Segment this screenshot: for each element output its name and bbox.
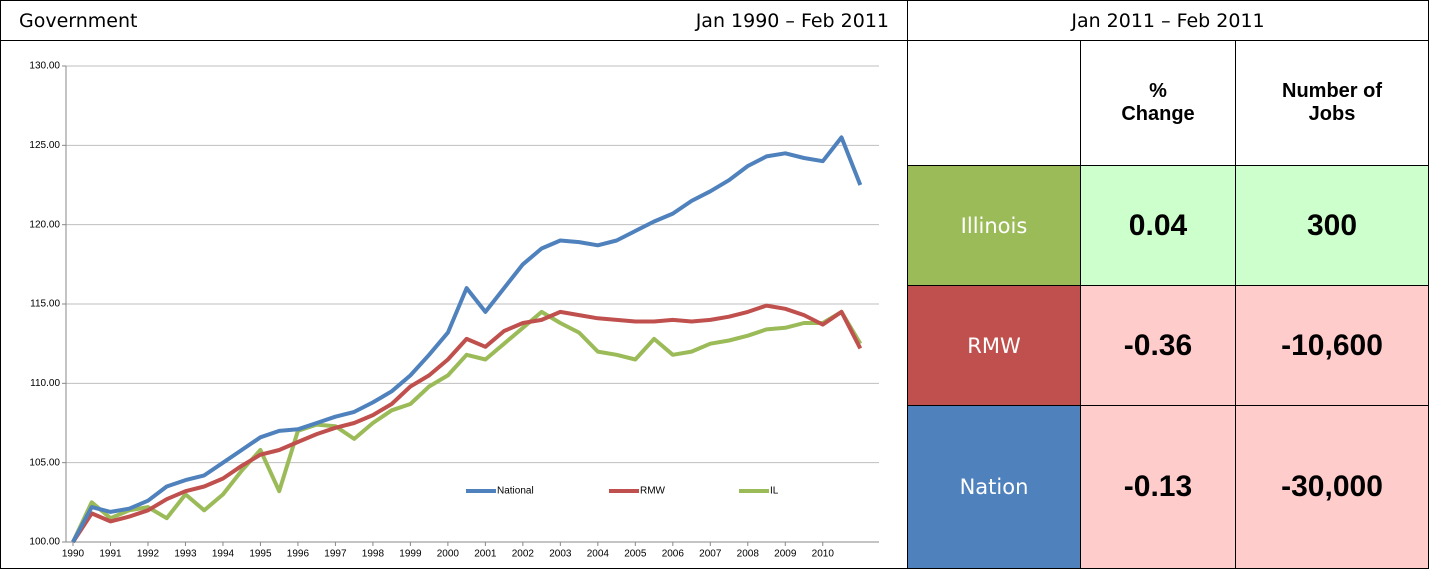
x-tick-label: 1995 <box>249 549 272 560</box>
y-tick-label: 130.00 <box>29 61 60 72</box>
x-tick-label: 2002 <box>512 549 535 560</box>
x-tick-label: 1992 <box>137 549 160 560</box>
y-tick-label: 105.00 <box>29 457 60 468</box>
column-header: % Change <box>1080 40 1236 166</box>
y-tick-label: 115.00 <box>30 299 60 310</box>
table-header: Jan 2011 – Feb 2011 <box>907 0 1429 41</box>
corner-cell <box>907 40 1081 166</box>
table-period: Jan 2011 – Feb 2011 <box>1071 9 1265 32</box>
value-cell: -0.13 <box>1080 405 1236 569</box>
x-tick-label: 2007 <box>699 549 722 560</box>
column-header: Number of Jobs <box>1235 40 1429 166</box>
x-tick-label: 2003 <box>549 549 572 560</box>
x-tick-label: 1997 <box>324 549 347 560</box>
row-label: Nation <box>907 405 1081 569</box>
row-label: Illinois <box>907 165 1081 286</box>
x-tick-label: 1991 <box>99 549 122 560</box>
x-tick-label: 1998 <box>362 549 385 560</box>
x-tick-label: 2004 <box>587 549 610 560</box>
x-tick-label: 2008 <box>737 549 760 560</box>
series-line <box>71 135 863 543</box>
series-line <box>71 303 863 544</box>
value-cell: -10,600 <box>1235 285 1429 406</box>
x-tick-label: 2006 <box>662 549 685 560</box>
x-tick-label: 2009 <box>774 549 797 560</box>
value-cell: -30,000 <box>1235 405 1429 569</box>
value-cell: 300 <box>1235 165 1429 286</box>
y-tick-label: 110.00 <box>30 378 60 389</box>
y-tick-label: 125.00 <box>29 140 60 151</box>
x-tick-label: 2010 <box>812 549 835 560</box>
x-tick-label: 1990 <box>62 549 85 560</box>
series-line <box>71 309 863 543</box>
value-cell: -0.36 <box>1080 285 1236 406</box>
chart: 100.00 105.00 110.00 115.00 120.00 125.00 130.… <box>29 61 879 560</box>
x-tick-label: 1999 <box>399 549 422 560</box>
x-tick-label: 1993 <box>174 549 197 560</box>
x-tick-label: 1996 <box>287 549 310 560</box>
legend-label: RMW <box>640 486 666 497</box>
legend-label: IL <box>770 486 779 497</box>
legend-label: National <box>497 486 534 497</box>
period: Jan 1990 – Feb 2011 <box>695 9 889 32</box>
y-tick-label: 100.00 <box>29 537 60 548</box>
x-tick-label: 2000 <box>437 549 460 560</box>
chart-header: Government Jan 1990 – Feb 2011 <box>0 0 908 41</box>
y-tick-label: 120.00 <box>29 219 60 230</box>
chart-frame: 100.00 105.00 110.00 115.00 120.00 125.00 130.… <box>0 40 908 569</box>
x-tick-label: 2001 <box>474 549 497 560</box>
row-label: RMW <box>907 285 1081 406</box>
value-cell: 0.04 <box>1080 165 1236 286</box>
title: Government <box>19 9 138 32</box>
x-tick-label: 2005 <box>624 549 647 560</box>
x-tick-label: 1994 <box>212 549 235 560</box>
